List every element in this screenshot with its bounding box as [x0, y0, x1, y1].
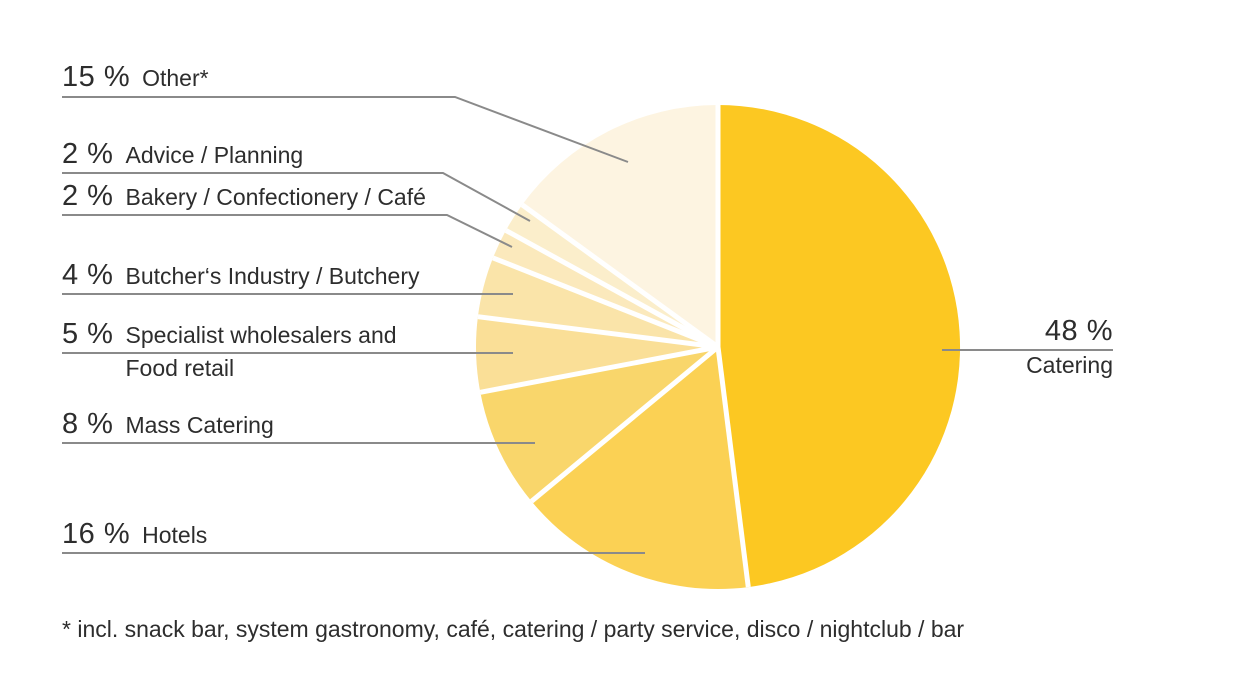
- slice-pct-specialist: 5 %: [62, 318, 114, 350]
- slice-pct-catering: 48 %: [1044, 315, 1113, 347]
- slice-pct-mass: 8 %: [62, 408, 114, 440]
- leader-lines: [62, 96, 1113, 554]
- slice-pct-hotels: 16 %: [62, 518, 131, 550]
- slice-label-catering: 48 % Catering: [1026, 316, 1113, 379]
- slice-separator: [492, 255, 719, 350]
- slice-name-other: Other*: [142, 65, 209, 91]
- pie-slices: [476, 105, 961, 590]
- slice-name-specialist-line2: Food retail: [125, 355, 235, 381]
- slice-name-catering: Catering: [1026, 352, 1113, 379]
- slice-name-advice: Advice / Planning: [125, 142, 304, 168]
- slice-name-hotels: Hotels: [142, 522, 208, 548]
- slice-separator: [477, 314, 719, 350]
- pie-slice-catering: [718, 105, 961, 588]
- slice-label-bakery: 2 % Bakery / Confectionery / Café: [62, 181, 426, 214]
- slice-label-hotels: 16 % Hotels: [62, 519, 207, 552]
- leader-line-other: [62, 96, 629, 163]
- slice-separator: [479, 344, 719, 395]
- leader-line-advice: [62, 172, 531, 222]
- pie-slice-other: [522, 105, 718, 347]
- slice-name-specialist-line1: Specialist wholesalers and: [125, 322, 397, 348]
- leader-line-bakery: [62, 214, 513, 248]
- slice-separator: [715, 346, 751, 588]
- slice-separator: [529, 345, 720, 504]
- slice-name-specialist: Specialist wholesalers and Food retail: [125, 319, 396, 385]
- slice-separator: [520, 202, 720, 350]
- pie-slice-hotels: [531, 347, 749, 590]
- slice-name-mass: Mass Catering: [125, 412, 274, 438]
- slice-pct-advice: 2 %: [62, 138, 114, 170]
- slice-label-other: 15 % Other*: [62, 62, 209, 95]
- slice-pct-other: 15 %: [62, 61, 131, 93]
- slice-pct-bakery: 2 %: [62, 180, 114, 212]
- slice-name-butchery: Butcher‘s Industry / Butchery: [125, 263, 420, 289]
- slice-label-mass: 8 % Mass Catering: [62, 409, 274, 442]
- slice-name-bakery: Bakery / Confectionery / Café: [125, 184, 426, 210]
- chart-footnote: * incl. snack bar, system gastronomy, ca…: [62, 616, 965, 642]
- slice-pct-butchery: 4 %: [62, 259, 114, 291]
- slice-label-specialist: 5 % Specialist wholesalers and Food reta…: [62, 319, 397, 385]
- pie-slice-specialist-wholesalers-and-food-retail: [476, 316, 718, 393]
- slice-separator: [504, 228, 720, 350]
- pie-slice-mass-catering: [480, 347, 718, 502]
- slice-separators: [477, 105, 751, 588]
- slice-label-advice: 2 % Advice / Planning: [62, 139, 303, 172]
- slice-label-butchery: 4 % Butcher‘s Industry / Butchery: [62, 260, 420, 293]
